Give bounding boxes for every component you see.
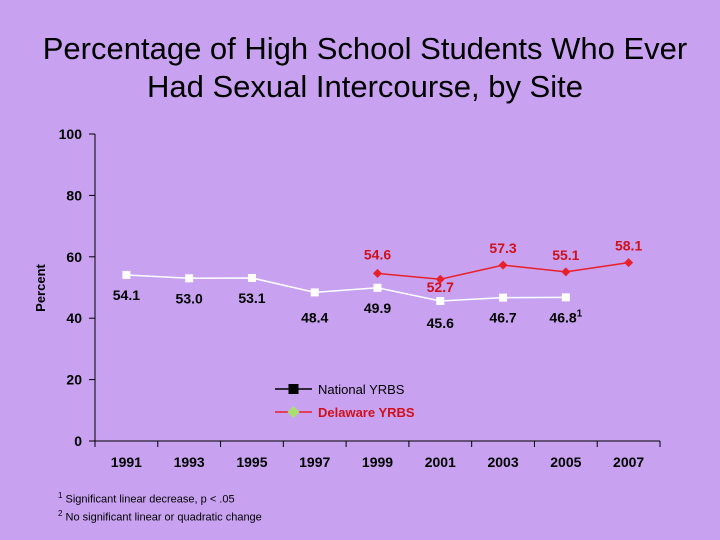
data-point (373, 283, 382, 292)
data-point (499, 293, 508, 302)
data-label: 45.6 (427, 315, 454, 331)
x-tick-label: 2007 (613, 454, 644, 470)
data-point (624, 258, 634, 268)
data-point (185, 274, 194, 283)
data-label: 46.81 (549, 308, 582, 325)
data-point (122, 270, 131, 279)
y-tick-label: 80 (66, 187, 82, 203)
x-tick-label: 1991 (111, 454, 142, 470)
y-tick-label: 100 (59, 126, 83, 142)
x-tick-label: 2003 (487, 454, 518, 470)
x-tick-label: 1997 (299, 454, 330, 470)
y-tick-label: 20 (66, 372, 82, 388)
y-axis-label: Percent (33, 263, 48, 311)
data-label: 52.7 (427, 279, 454, 295)
series-line-national (126, 274, 566, 302)
data-point (561, 293, 570, 302)
y-tick-label: 0 (74, 433, 82, 449)
y-tick-label: 40 (66, 310, 82, 326)
data-point (373, 268, 382, 278)
x-tick-label: 2005 (550, 454, 581, 470)
footnotes: 1 Significant linear decrease, p < .05 2… (58, 489, 262, 524)
data-point (436, 297, 445, 306)
data-point (498, 260, 508, 270)
x-tick-label: 1999 (362, 454, 393, 470)
data-label: 54.1 (113, 287, 140, 303)
footnote-2: 2 No significant linear or quadratic cha… (58, 508, 262, 524)
data-label: 53.1 (238, 290, 265, 306)
data-point (247, 273, 256, 282)
data-point (561, 267, 571, 277)
data-label: 58.1 (615, 238, 642, 254)
legend-label: National YRBS (318, 382, 405, 397)
data-point (310, 288, 319, 297)
chart-title: Percentage of High School Students Who E… (42, 31, 688, 104)
data-label: 46.7 (489, 310, 516, 326)
data-label: 57.3 (489, 240, 516, 256)
x-tick-label: 1993 (174, 454, 205, 470)
x-tick-label: 1995 (236, 454, 267, 470)
data-point (435, 274, 445, 284)
legend-marker (287, 406, 300, 418)
data-label: 54.6 (364, 246, 391, 262)
data-label: 49.9 (364, 300, 391, 316)
data-label: 55.1 (552, 247, 579, 263)
legend-label: Delaware YRBS (318, 405, 415, 420)
legend-marker (288, 384, 299, 394)
data-label: 48.4 (301, 309, 328, 325)
y-tick-label: 60 (66, 249, 82, 265)
footnote-1: 1 Significant linear decrease, p < .05 (58, 491, 235, 506)
x-tick-label: 2001 (425, 454, 456, 470)
data-label: 53.0 (176, 290, 203, 306)
